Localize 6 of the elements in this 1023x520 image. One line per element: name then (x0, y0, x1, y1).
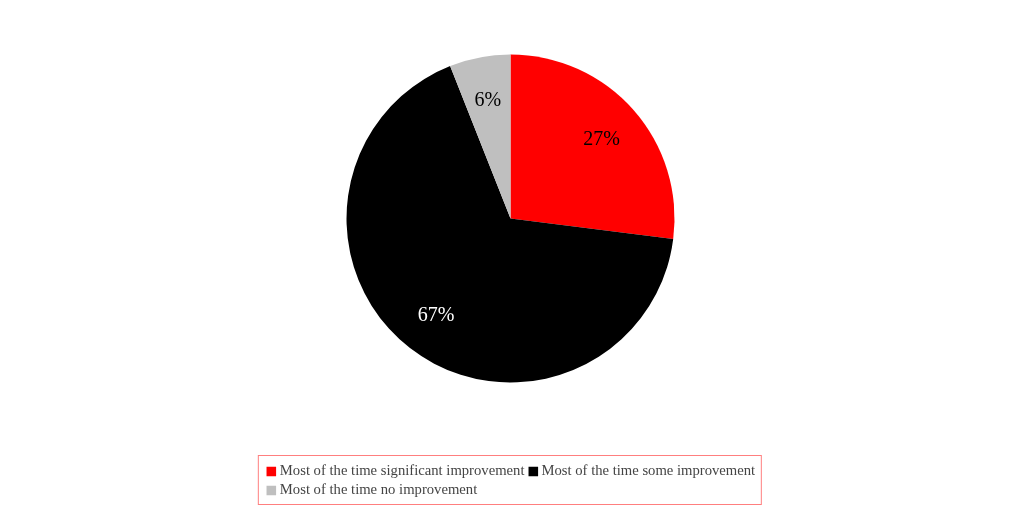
data-label: 67% (417, 303, 455, 326)
legend-label: Most of the time some improvement (541, 462, 756, 479)
legend-label: Most of the time significant improvement (279, 462, 525, 479)
data-label: 27% (583, 127, 620, 150)
data-label: 6% (474, 88, 502, 111)
legend-label: Most of the time no improvement (279, 481, 478, 498)
